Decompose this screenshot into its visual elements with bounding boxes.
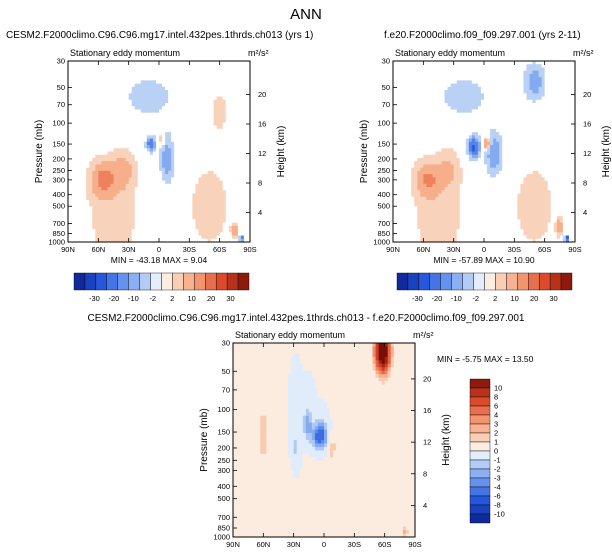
- y-tick-label: 100: [52, 119, 65, 128]
- x-tick-label: 60N: [91, 245, 105, 254]
- stats-label: MIN = -43.18 MAX = 9.04: [111, 255, 208, 265]
- units-label: m²/s²: [248, 48, 269, 58]
- y-tick-label: 1000: [48, 238, 65, 247]
- colorbar-box: [172, 273, 183, 290]
- y-tick-label: 400: [52, 190, 65, 199]
- colorbar-box: [162, 273, 173, 290]
- y-tick-label: 500: [52, 202, 65, 211]
- colorbar-label: -10: [128, 294, 139, 303]
- x-tick-label: 30S: [183, 245, 196, 254]
- colorbar: -30 -20 -10 -2 2 10 20 30: [74, 273, 249, 303]
- x-tick-label: 0: [157, 245, 161, 254]
- colorbar-box: [238, 273, 249, 290]
- y-tick-label: 70: [57, 100, 65, 109]
- colorbar-box: [194, 273, 205, 290]
- x-tick-label: 90S: [243, 245, 256, 254]
- colorbar-box: [118, 273, 129, 290]
- y-tick-label: 50: [57, 83, 65, 92]
- colorbar-label: -2: [149, 294, 156, 303]
- field-cells: [393, 61, 576, 243]
- colorbar-box: [151, 273, 162, 290]
- panel-subtitle: Stationary eddy momentum: [70, 48, 180, 58]
- y-tick-label: 700: [52, 219, 65, 228]
- figure-title: ANN: [290, 6, 322, 23]
- colorbar-label: -30: [89, 294, 100, 303]
- panel-title: CESM2.F2000climo.C96.C96.mg17.intel.432p…: [6, 30, 313, 41]
- y-tick-label: 30: [57, 57, 65, 66]
- height-tick-label: 4: [258, 208, 262, 217]
- height-tick-label: 8: [258, 179, 262, 188]
- colorbar-box: [227, 273, 238, 290]
- height-tick-label: 16: [258, 120, 266, 129]
- colorbar-label: 2: [170, 294, 174, 303]
- y-tick-label: 150: [52, 140, 65, 149]
- y-tick-label: 250: [52, 166, 65, 175]
- colorbar-box: [85, 273, 96, 290]
- colorbar-box: [140, 273, 151, 290]
- colorbar-box: [129, 273, 140, 290]
- colorbar-box: [107, 273, 118, 290]
- colorbar-label: -20: [108, 294, 119, 303]
- x-tick-label: 30N: [122, 245, 136, 254]
- y-tick-label: 200: [52, 154, 65, 163]
- y-axis-right-title: Height (km): [276, 126, 287, 178]
- colorbar-box: [74, 273, 85, 290]
- field-cells: [68, 61, 251, 243]
- y-tick-label: 300: [52, 175, 65, 184]
- colorbar-label: 20: [207, 294, 215, 303]
- colorbar-label: 10: [187, 294, 195, 303]
- colorbar-box: [183, 273, 194, 290]
- colorbar-label: 30: [226, 294, 234, 303]
- y-axis-title: Pressure (mb): [34, 120, 45, 183]
- height-tick-label: 12: [258, 149, 266, 158]
- colorbar-box: [96, 273, 107, 290]
- colorbar-box: [216, 273, 227, 290]
- x-tick-label: 60S: [213, 245, 226, 254]
- colorbar-box: [205, 273, 216, 290]
- height-tick-label: 20: [258, 90, 266, 99]
